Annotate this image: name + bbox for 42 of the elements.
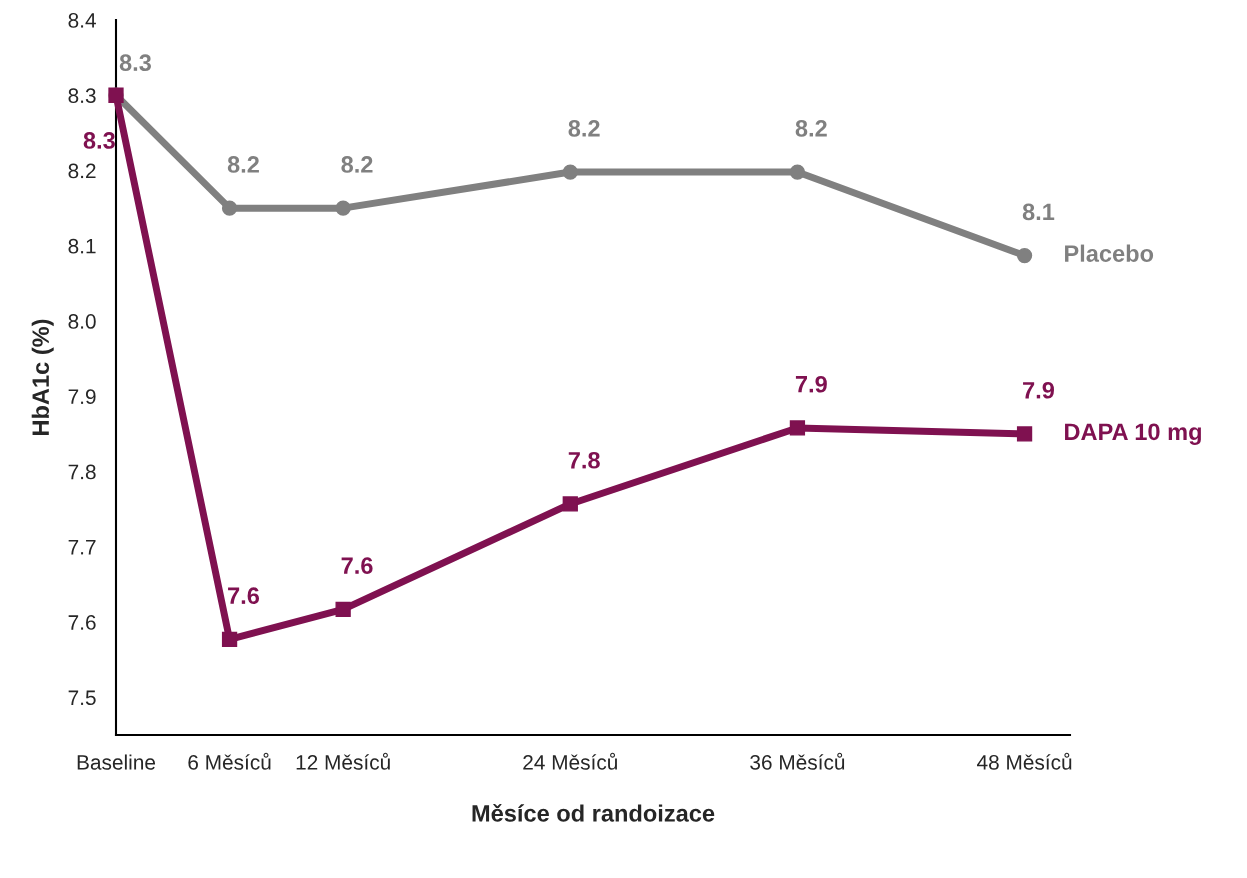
y-tick-label: 8.1 [68,238,96,254]
y-tick-label: 8.4 [68,13,96,28]
point [562,496,578,512]
x-tick-label: 24 Měsíců [523,752,617,770]
x-tick-label: 12 Měsíců [296,752,390,770]
y-tick-label: 7.9 [68,389,96,405]
x-tick-label: 36 Měsíců [750,752,845,770]
x-axis-title: Měsíce od randoizace [472,803,715,822]
point [221,631,238,648]
series-label: DAPA 10 mg [1065,423,1201,445]
data-label: 7.6 [228,587,260,605]
y-tick-label: 7.7 [68,540,96,555]
point [335,200,351,216]
point [1016,247,1033,264]
data-label: 8.3 [119,54,151,72]
point [789,164,806,180]
point [562,164,578,180]
data-label: 7.9 [795,375,827,393]
data-label: 7.6 [341,557,373,574]
y-tick-label: 8.3 [68,88,96,104]
y-tick-label: 7.6 [68,615,96,630]
y-tick-label: 7.5 [68,690,96,706]
y-axis-title: HbA1c (%) [31,319,54,435]
data-label: 8.3 [83,132,115,149]
data-label: 8.2 [227,156,259,173]
point [221,200,238,216]
x-tick-label: 48 Měsíců [977,752,1072,770]
point [335,601,351,617]
y-tick-label: 7.8 [68,464,96,480]
data-label: 8.1 [1022,203,1055,221]
x-tick-label: Baseline [77,754,156,770]
data-label: 8.2 [341,156,373,173]
y-tick-label: 8.0 [68,314,96,329]
data-label: 7.9 [1023,381,1054,399]
point [1016,426,1033,442]
data-label: 8.2 [568,119,600,137]
data-label: 7.8 [568,451,600,469]
data-label: 8.2 [795,119,827,137]
y-tick-label: 8.2 [68,163,96,179]
point [789,420,806,436]
series-label: Placebo [1065,244,1154,262]
x-tick-label: 6 Měsíců [188,752,271,770]
